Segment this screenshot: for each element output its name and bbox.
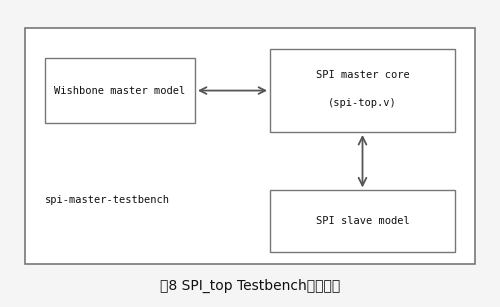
Bar [270, 190, 455, 252]
Text: Wishbone master model: Wishbone master model [54, 86, 186, 95]
Text: SPI master core: SPI master core [316, 70, 410, 80]
Text: spi-master-testbench: spi-master-testbench [45, 195, 170, 204]
Bar [45, 58, 195, 123]
Bar [270, 49, 455, 132]
Bar [25, 28, 475, 264]
Text: SPI slave model: SPI slave model [316, 216, 410, 226]
Text: (spi-top.v): (spi-top.v) [328, 98, 397, 108]
Text: 图8 SPI_top Testbench总体结构: 图8 SPI_top Testbench总体结构 [160, 278, 340, 293]
